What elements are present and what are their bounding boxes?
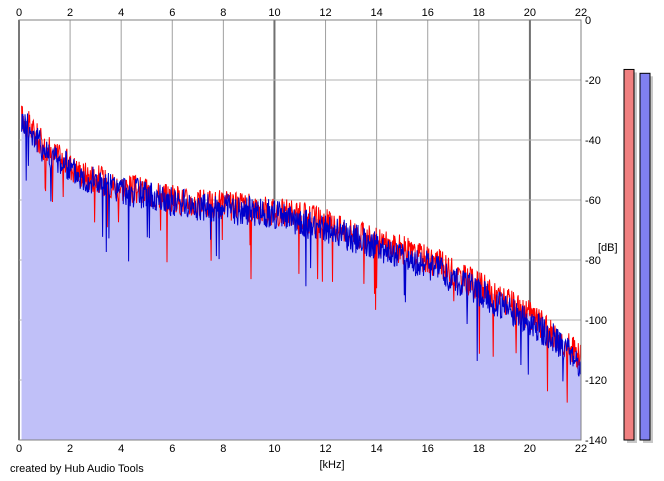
x-tick-label-top: 8: [220, 7, 226, 19]
credit-text: created by Hub Audio Tools: [10, 463, 144, 475]
x-tick-label-bottom: 4: [118, 443, 124, 455]
x-tick-label-bottom: 22: [575, 443, 587, 455]
x-tick-label-top: 2: [67, 7, 73, 19]
left-channel-level-meter: [623, 68, 635, 441]
x-tick-label-top: 14: [371, 7, 383, 19]
y-tick-label: -20: [585, 75, 601, 87]
y-tick-label: 0: [585, 15, 591, 27]
x-tick-label-bottom: 12: [319, 443, 331, 455]
y-tick-labels: 0 -20 -40 -60 -80 -100 -120 -140: [585, 15, 607, 447]
x-tick-label-bottom: 20: [524, 443, 536, 455]
x-tick-label-top: 10: [268, 7, 280, 19]
x-tick-label-bottom: 6: [169, 443, 175, 455]
x-axis-label: [kHz]: [319, 459, 344, 471]
plot-border: [18, 19, 582, 441]
x-tick-labels-top: 0 2 4 6 8 10 12 14 16 18 20 22: [16, 7, 587, 19]
y-tick-label: -40: [585, 135, 601, 147]
x-tick-label-bottom: 14: [371, 443, 383, 455]
x-tick-label-top: 4: [118, 7, 124, 19]
level-meters: [623, 68, 653, 444]
y-tick-label: -60: [585, 195, 601, 207]
x-tick-label-bottom: 2: [67, 443, 73, 455]
y-tick-label: -120: [585, 375, 607, 387]
x-tick-label-top: 12: [319, 7, 331, 19]
y-axis-label: [dB]: [598, 242, 618, 254]
spectrum-series: [21, 105, 581, 403]
spectrum-line-blue: [21, 113, 581, 382]
x-tick-label-top: 20: [524, 7, 536, 19]
x-tick-label-bottom: 0: [16, 443, 22, 455]
x-tick-label-bottom: 8: [220, 443, 226, 455]
x-tick-label-top: 18: [473, 7, 485, 19]
x-tick-label-top: 22: [575, 7, 587, 19]
y-tick-label: -80: [585, 255, 601, 267]
y-tick-label: -100: [585, 315, 607, 327]
x-tick-label-bottom: 16: [422, 443, 434, 455]
x-tick-label-top: 0: [16, 7, 22, 19]
x-tick-label-top: 6: [169, 7, 175, 19]
x-tick-labels-bottom: 0 2 4 6 8 10 12 14 16 18 20 22: [16, 443, 587, 455]
x-tick-label-top: 16: [422, 7, 434, 19]
right-channel-level-meter: [639, 72, 651, 441]
x-tick-label-bottom: 10: [268, 443, 280, 455]
y-tick-label: -140: [585, 435, 607, 447]
x-tick-label-bottom: 18: [473, 443, 485, 455]
